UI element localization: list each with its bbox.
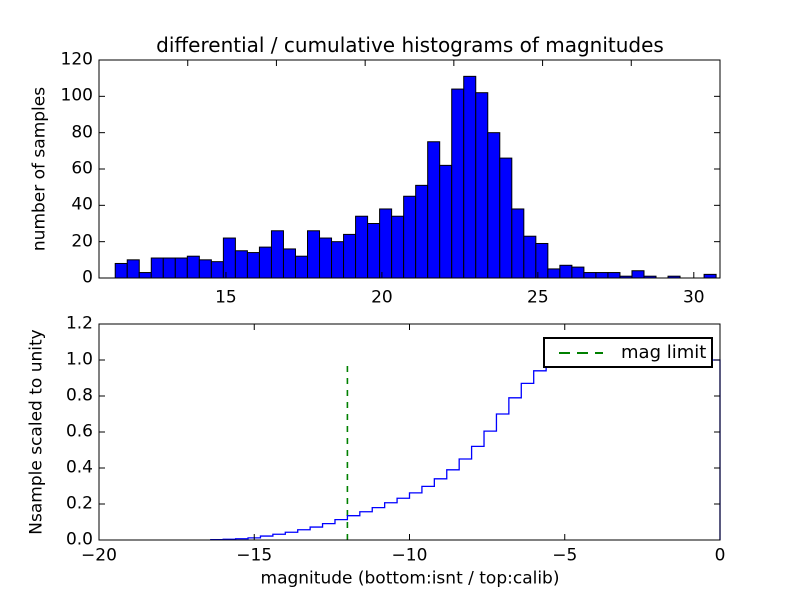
top-ytick-label: 0 [82, 267, 93, 288]
top-ytick-label: 120 [60, 49, 93, 70]
top-ytick-label: 20 [71, 231, 93, 252]
top-ytick-label: 100 [60, 85, 93, 106]
top-ytick-label: 60 [71, 158, 93, 179]
legend-dashed-line-icon [559, 351, 603, 354]
bottom-ytick-label: 0.4 [65, 457, 93, 478]
bottom-xlabel: magnitude (bottom:isnt / top:calib) [260, 568, 560, 589]
legend-label: mag limit [621, 341, 707, 363]
bottom-ytick-label: 0.6 [65, 421, 93, 442]
bottom-xtick-label: −10 [391, 545, 428, 566]
top-ytick-label: 80 [71, 122, 93, 143]
bottom-xtick-label: −15 [236, 545, 273, 566]
bottom-xtick-label: −5 [552, 545, 578, 566]
top-xtick-label: 20 [371, 287, 393, 308]
bottom-ytick-label: 0.2 [65, 493, 93, 514]
figure-title: differential / cumulative histograms of … [156, 33, 664, 57]
top-xtick-label: 25 [527, 287, 549, 308]
legend: mag limit [543, 337, 713, 368]
bottom-ytick-label: 1.0 [65, 349, 93, 370]
bottom-ytick-label: 0.0 [65, 529, 93, 550]
top-ytick-label: 40 [71, 194, 93, 215]
top-xtick-label: 30 [682, 287, 705, 308]
top-xtick-label: 15 [215, 287, 237, 308]
bottom-xtick-label: −20 [81, 545, 117, 566]
bottom-ytick-label: 1.2 [65, 313, 93, 334]
bottom-xtick-label: 0 [714, 545, 726, 566]
bottom-ytick-label: 0.8 [65, 385, 93, 406]
